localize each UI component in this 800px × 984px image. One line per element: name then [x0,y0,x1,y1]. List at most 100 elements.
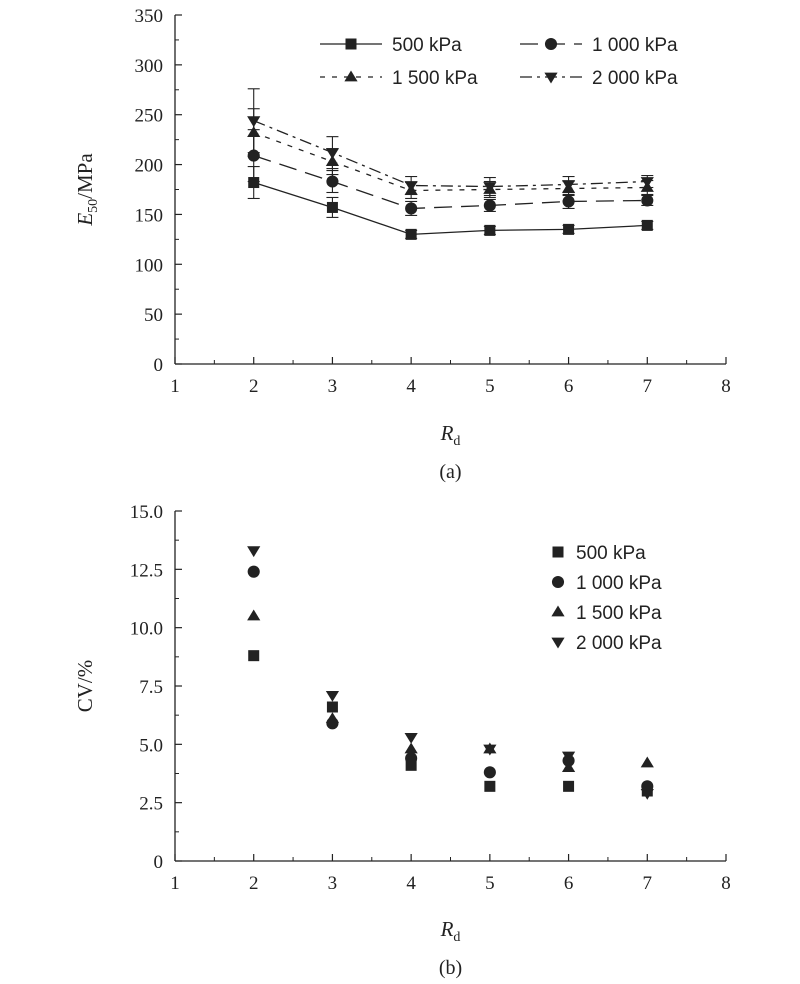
y-tick-label: 10.0 [130,619,163,640]
data-point [326,201,338,213]
x-axis-title: Rd [440,917,461,945]
legend-label: 2 000 kPa [576,633,662,654]
data-point [405,202,418,215]
series-line [253,181,648,236]
y-axis-title: E50/MPa [73,153,101,227]
data-point [247,116,261,128]
data-point [326,175,339,188]
data-point [640,788,654,800]
y-axis-title-unit: /MPa [73,153,97,199]
legend-label: 1 000 kPa [592,35,678,56]
panel-label: (b) [439,957,462,979]
series-triangle-down [247,88,654,197]
legend-marker [552,546,564,558]
legend-entry: 1 500 kPa [551,603,662,624]
x-tick-label: 6 [564,873,574,894]
y-axis-title-main: CV/% [73,660,97,713]
data-point [640,756,654,768]
data-point [405,759,417,771]
data-point [247,565,260,578]
legend-entry: 2 000 kPa [520,68,678,89]
y-tick-label: 300 [135,56,164,77]
data-point [405,228,417,240]
chart-panel-b: 1 2 3 4 5 6 7 8 0 2.5 5.0 7.5 10.0 12.5 15.0 Rd CV/% (b) 5… [73,502,731,979]
x-tick-label: 5 [485,376,495,397]
x-tick-label: 6 [564,376,574,397]
data-point [562,195,575,208]
series-line [253,132,648,192]
data-point [404,732,418,744]
y-axis-title-sub: 50 [86,199,101,213]
data-point [325,148,340,160]
legend-entry: 1 000 kPa [520,35,678,56]
legend-entry: 1 500 kPa [320,68,478,89]
data-point [483,766,496,779]
x-tick-label: 7 [643,873,653,894]
y-tick-label: 150 [135,205,164,226]
x-tick-label: 8 [721,376,731,397]
x-tick-label: 7 [643,376,653,397]
data-point [483,199,496,212]
legend-marker [344,70,358,82]
x-tick-label: 5 [485,873,495,894]
data-point [640,177,654,189]
legend-entry: 1 000 kPa [551,573,662,594]
series-circle [247,565,654,793]
series-triangle-up [247,609,654,773]
y-tick-label: 0 [154,852,164,873]
y-tick-label: 7.5 [139,677,163,698]
data-point [561,180,576,191]
data-point [484,224,496,236]
y-tick-label: 12.5 [130,560,163,581]
legend-marker [544,72,558,84]
data-point [247,546,261,558]
x-tick-label: 3 [328,376,338,397]
y-tick-label: 0 [154,355,164,376]
series-triangle-down [247,546,654,800]
data-point [484,780,496,792]
x-axis-title-sub: d [453,434,460,449]
x-tick-label: 4 [406,376,416,397]
legend-marker [544,37,558,51]
data-point [563,780,575,792]
data-point [404,181,418,192]
x-axis-title-main: R [440,917,454,941]
legend-label: 1 500 kPa [392,68,478,89]
y-tick-label: 50 [144,305,163,326]
y-tick-label: 250 [135,106,164,127]
x-axis-title-main: R [440,421,454,445]
data-point [326,701,338,713]
series-circle [247,129,654,216]
x-tick-label: 2 [249,873,259,894]
y-tick-label: 350 [135,6,164,27]
data-point [483,182,497,193]
data-point [248,177,260,189]
y-axis-title-main: E [73,213,97,227]
y-tick-label: 5.0 [139,735,163,756]
data-point [483,744,497,756]
legend-label: 1 500 kPa [576,603,662,624]
panel-label: (a) [439,461,461,483]
series-square [247,166,654,240]
legend-label: 500 kPa [392,35,462,56]
legend-entry: 2 000 kPa [551,633,662,654]
x-tick-label: 3 [328,873,338,894]
data-point [563,223,575,235]
data-point [247,609,261,621]
series-line [253,120,648,188]
series-square [248,650,653,797]
chart-panel-a: 1 2 3 4 5 6 7 8050100150200250300350RdE50/MPa(a… [73,6,731,483]
legend-marker [551,637,565,649]
x-tick-label: 4 [406,873,416,894]
legend-marker [551,605,565,617]
data-point [404,742,418,754]
x-tick-label: 1 [170,873,180,894]
legend-marker [551,575,565,589]
y-tick-label: 15.0 [130,502,163,523]
series-triangle-up [247,108,654,200]
legend-entry: 500 kPa [320,35,462,56]
data-point [325,712,340,724]
data-point [325,690,340,702]
legend-label: 2 000 kPa [592,68,678,89]
y-tick-label: 100 [135,255,164,276]
